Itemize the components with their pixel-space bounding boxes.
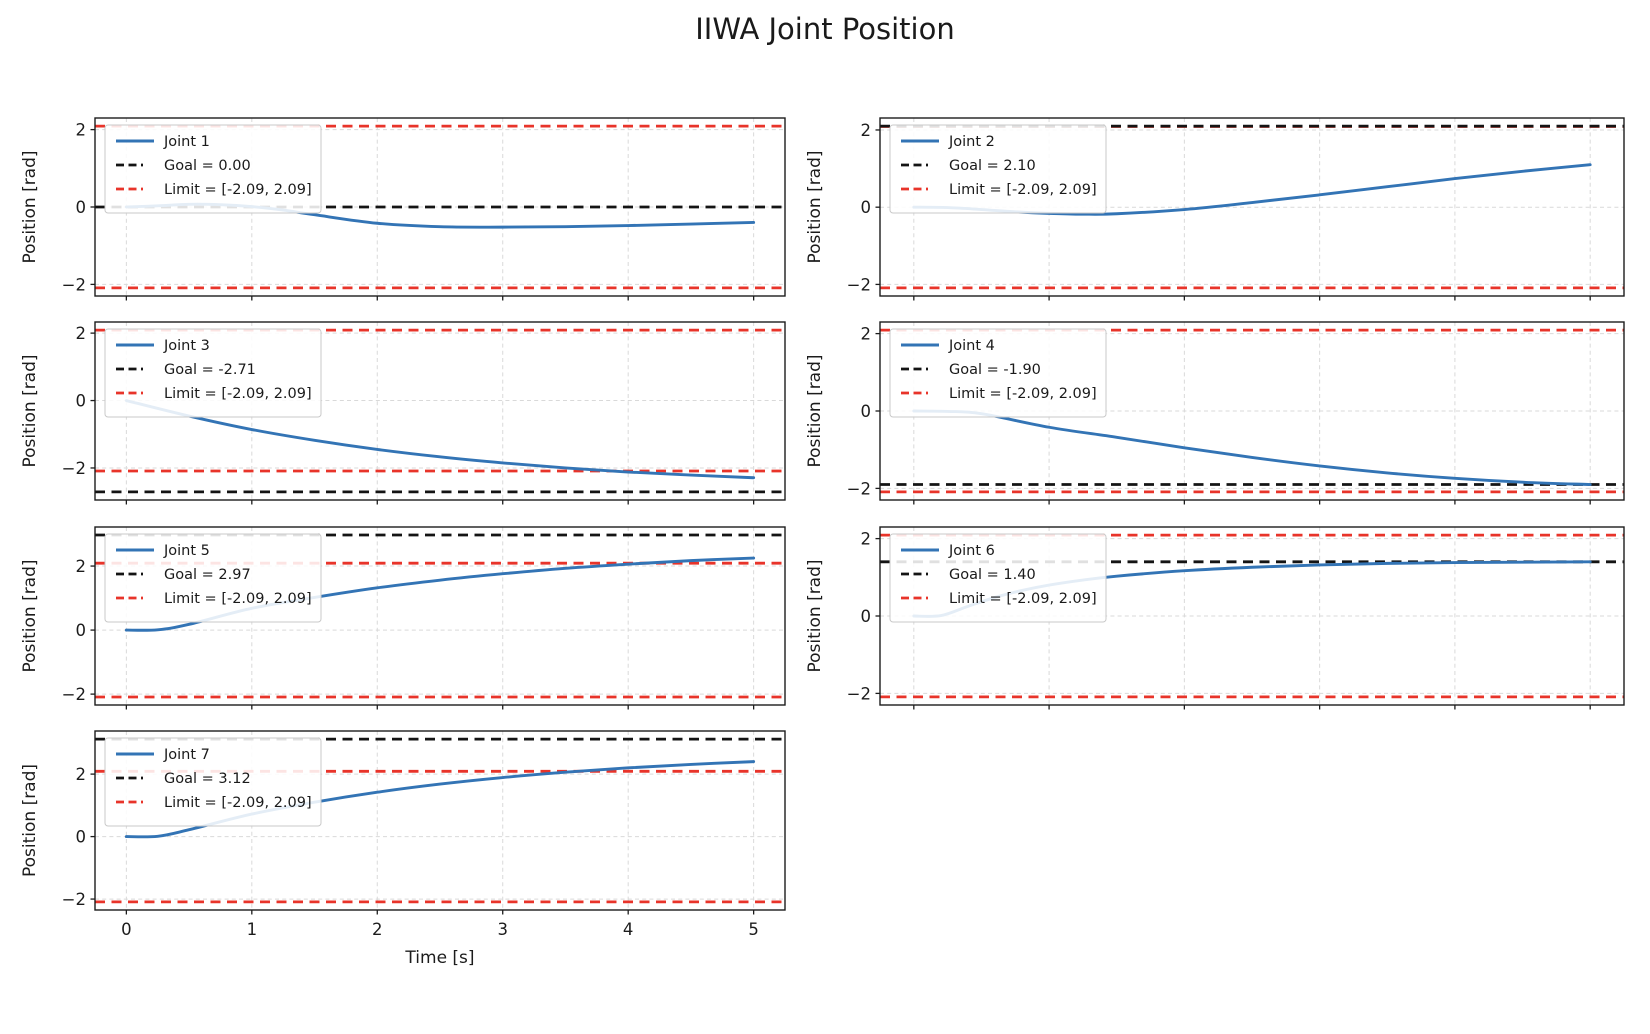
y-tick-label: −2 bbox=[847, 275, 871, 294]
x-axis-label: Time [s] bbox=[404, 948, 474, 968]
y-tick-label: 2 bbox=[861, 121, 872, 140]
y-tick-label: −2 bbox=[62, 685, 86, 704]
legend: Joint 7 Goal = 3.12 Limit = [-2.09, 2.09] bbox=[104, 737, 322, 827]
y-tick-label: 2 bbox=[76, 324, 87, 343]
legend: Joint 3 Goal = -2.71 Limit = [-2.09, 2.09] bbox=[104, 328, 322, 418]
subplot-joint-2: −2 0 2 Position [rad] Joint 2 Goal = 2.10 Limi… bbox=[805, 117, 1625, 301]
legend-label: Goal = 2.97 bbox=[164, 567, 251, 583]
y-tick-label: 2 bbox=[861, 325, 872, 344]
legend: Joint 2 Goal = 2.10 Limit = [-2.09, 2.09] bbox=[889, 124, 1107, 214]
joint-7-trajectory-line bbox=[124, 760, 756, 839]
subplot-joint-5: −2 0 2 Position [rad] Joint 5 Goal = 2.97 Limi… bbox=[20, 526, 786, 710]
legend-label: Goal = -1.90 bbox=[949, 362, 1041, 378]
legend-box bbox=[104, 533, 322, 623]
y-tick-label: 0 bbox=[861, 607, 872, 626]
axes-border bbox=[94, 730, 786, 911]
y-tick-label: 0 bbox=[861, 402, 872, 421]
y-axis-label: Position [rad] bbox=[20, 354, 40, 467]
y-axis-label: Position [rad] bbox=[20, 764, 40, 877]
legend-box bbox=[889, 533, 1107, 623]
legend-label: Limit = [-2.09, 2.09] bbox=[164, 182, 312, 198]
axes-border bbox=[94, 526, 786, 706]
y-tick-label: −2 bbox=[62, 890, 86, 909]
axes-border bbox=[94, 321, 786, 501]
y-tick-label: 0 bbox=[76, 828, 87, 847]
y-axis-label: Position [rad] bbox=[805, 354, 825, 467]
legend-box bbox=[104, 737, 322, 827]
x-tick-label: 1 bbox=[247, 920, 258, 939]
legend: Joint 1 Goal = 0.00 Limit = [-2.09, 2.09] bbox=[104, 124, 322, 214]
legend-label: Limit = [-2.09, 2.09] bbox=[164, 386, 312, 402]
legend-box bbox=[889, 124, 1107, 214]
legend-label: Joint 4 bbox=[948, 338, 995, 354]
x-tick-label: 5 bbox=[748, 920, 759, 939]
x-tick-label: 0 bbox=[121, 920, 132, 939]
legend-label: Limit = [-2.09, 2.09] bbox=[949, 386, 1097, 402]
legend-label: Goal = 1.40 bbox=[949, 567, 1036, 583]
legend: Joint 5 Goal = 2.97 Limit = [-2.09, 2.09] bbox=[104, 533, 322, 623]
subplot-joint-1: −2 0 2 Position [rad] Joint 1 Goal = 0.00 Limi… bbox=[20, 117, 786, 301]
legend-label: Joint 1 bbox=[163, 134, 210, 150]
joint-4-trajectory-line bbox=[912, 409, 1592, 486]
y-tick-label: 0 bbox=[76, 392, 87, 411]
legend-box bbox=[104, 124, 322, 214]
legend-box bbox=[104, 328, 322, 418]
legend-label: Joint 5 bbox=[163, 543, 210, 559]
y-tick-label: 2 bbox=[76, 121, 87, 140]
y-tick-label: 0 bbox=[76, 621, 87, 640]
joint-5-trajectory-line bbox=[124, 556, 756, 632]
y-tick-label: −2 bbox=[847, 684, 871, 703]
legend-label: Goal = 3.12 bbox=[164, 771, 251, 787]
legend-label: Limit = [-2.09, 2.09] bbox=[949, 182, 1097, 198]
y-tick-label: 0 bbox=[861, 198, 872, 217]
y-tick-label: −2 bbox=[847, 479, 871, 498]
joint-3-trajectory-line bbox=[124, 399, 756, 480]
subplot-joint-6: −2 0 2 Position [rad] Joint 6 Goal = 1.40 Limi… bbox=[805, 526, 1625, 710]
subplot-joint-7: 0 1 2 3 4 5 −2 0 2 Position [rad] Time [s] Joint 7 G… bbox=[20, 730, 786, 968]
legend-label: Limit = [-2.09, 2.09] bbox=[949, 591, 1097, 607]
x-tick-label: 3 bbox=[497, 920, 508, 939]
legend-label: Joint 3 bbox=[163, 338, 210, 354]
y-axis-label: Position [rad] bbox=[20, 150, 40, 263]
y-tick-label: −2 bbox=[62, 275, 86, 294]
x-tick-label: 2 bbox=[372, 920, 383, 939]
y-axis-label: Position [rad] bbox=[805, 150, 825, 263]
y-tick-label: 0 bbox=[76, 198, 87, 217]
legend-label: Goal = 0.00 bbox=[164, 158, 251, 174]
legend-label: Joint 2 bbox=[948, 134, 995, 150]
y-axis-label: Position [rad] bbox=[805, 559, 825, 672]
legend-label: Limit = [-2.09, 2.09] bbox=[164, 591, 312, 607]
legend-label: Limit = [-2.09, 2.09] bbox=[164, 795, 312, 811]
figure-title: IIWA Joint Position bbox=[695, 12, 955, 46]
y-tick-label: 2 bbox=[76, 557, 87, 576]
y-axis-label: Position [rad] bbox=[20, 559, 40, 672]
legend-label: Joint 7 bbox=[163, 747, 210, 763]
legend: Joint 4 Goal = -1.90 Limit = [-2.09, 2.09] bbox=[889, 328, 1107, 418]
legend-label: Goal = -2.71 bbox=[164, 362, 256, 378]
subplot-joint-3: −2 0 2 Position [rad] Joint 3 Goal = -2.71 Lim… bbox=[20, 321, 786, 505]
y-tick-label: 2 bbox=[861, 530, 872, 549]
legend-label: Goal = 2.10 bbox=[949, 158, 1036, 174]
legend: Joint 6 Goal = 1.40 Limit = [-2.09, 2.09] bbox=[889, 533, 1107, 623]
y-tick-label: −2 bbox=[62, 459, 86, 478]
y-tick-label: 2 bbox=[76, 765, 87, 784]
x-tick-label: 4 bbox=[623, 920, 634, 939]
subplot-joint-4: −2 0 2 Position [rad] Joint 4 Goal = -1.90 Lim… bbox=[805, 321, 1625, 505]
legend-box bbox=[889, 328, 1107, 418]
legend-label: Joint 6 bbox=[948, 543, 995, 559]
